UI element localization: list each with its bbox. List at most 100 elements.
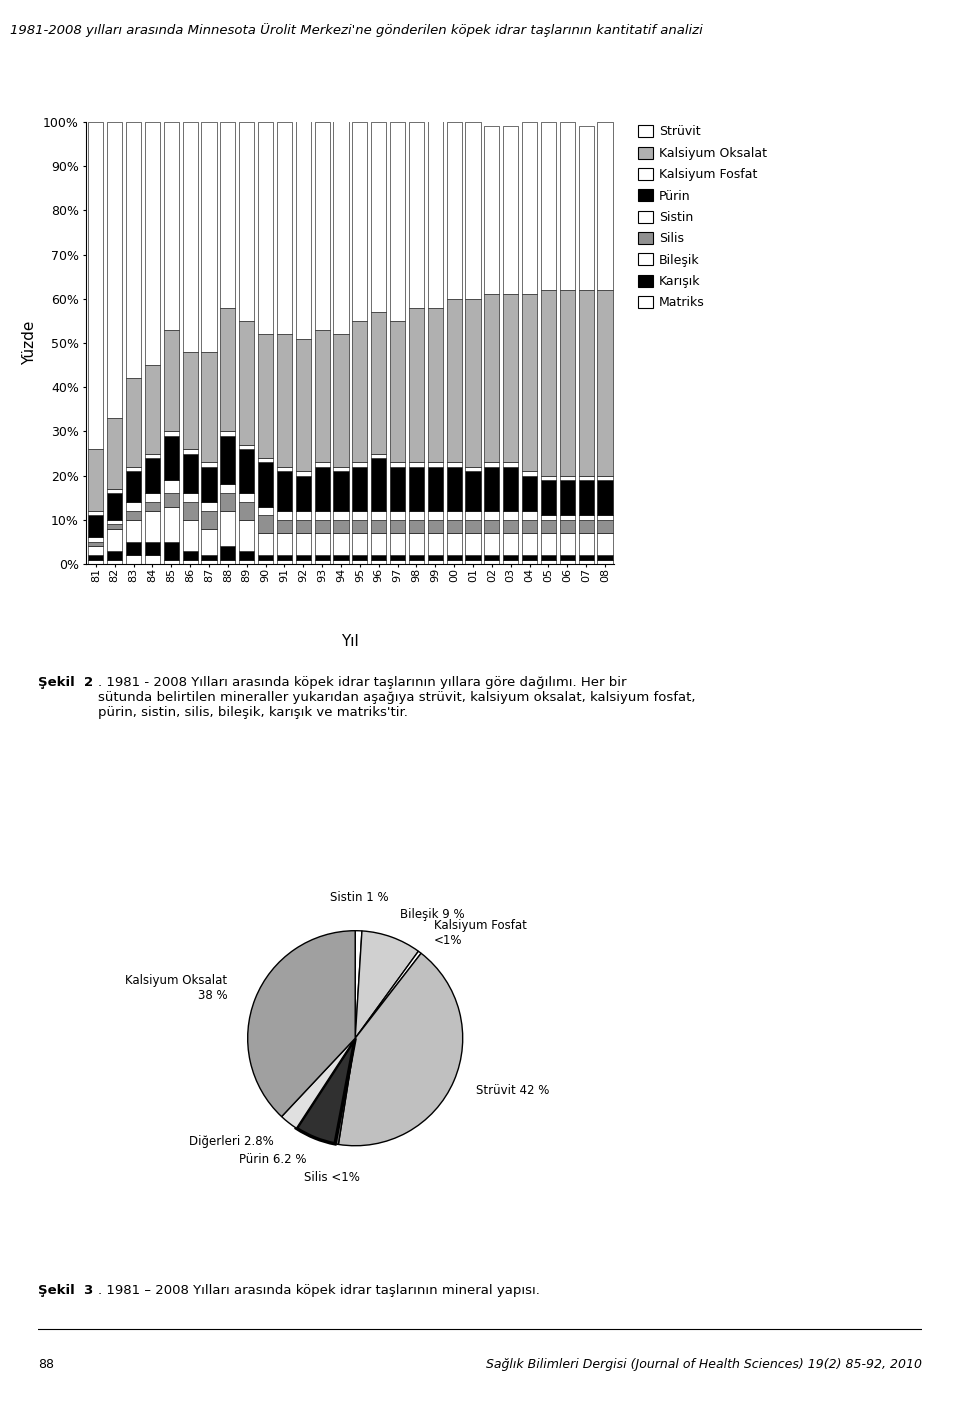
Text: Strüvit 42 %: Strüvit 42 % (475, 1083, 549, 1097)
Bar (579, 480, 593, 515)
Bar (126, 519, 141, 542)
Bar (202, 352, 217, 463)
Bar (446, 511, 462, 519)
Bar (390, 511, 405, 519)
Bar (126, 471, 141, 502)
Bar (409, 467, 424, 511)
Bar (220, 560, 235, 564)
Bar (428, 463, 443, 467)
Bar (182, 352, 198, 449)
Bar (597, 290, 612, 476)
Bar (390, 321, 405, 463)
Bar (503, 126, 518, 295)
Bar (352, 122, 368, 321)
Bar (145, 542, 160, 556)
Bar (296, 556, 311, 560)
Wedge shape (355, 951, 421, 1038)
Bar (276, 560, 292, 564)
Bar (182, 502, 198, 519)
Bar (540, 290, 556, 476)
Bar (333, 560, 348, 564)
Bar (428, 307, 443, 463)
Bar (202, 560, 217, 564)
Bar (579, 476, 593, 480)
Bar (540, 519, 556, 533)
Bar (88, 511, 104, 515)
Bar (182, 560, 198, 564)
Bar (466, 519, 481, 533)
Bar (522, 533, 537, 556)
Bar (258, 533, 273, 556)
Bar (466, 560, 481, 564)
Bar (390, 533, 405, 556)
Bar (315, 467, 329, 511)
Bar (352, 321, 368, 463)
Bar (88, 556, 104, 560)
Bar (164, 542, 179, 560)
Bar (145, 122, 160, 365)
Bar (522, 295, 537, 471)
Bar (372, 453, 386, 457)
Bar (220, 546, 235, 560)
Bar (540, 122, 556, 290)
Bar (239, 445, 254, 449)
Bar (560, 560, 575, 564)
Bar (315, 463, 329, 467)
Bar (258, 556, 273, 560)
Bar (145, 511, 160, 542)
Bar (164, 436, 179, 480)
Bar (108, 529, 122, 551)
Bar (333, 471, 348, 511)
Bar (276, 533, 292, 556)
Bar (315, 556, 329, 560)
Bar (540, 476, 556, 480)
Bar (503, 560, 518, 564)
Bar (409, 307, 424, 463)
Bar (522, 560, 537, 564)
Bar (202, 467, 217, 502)
Bar (579, 290, 593, 476)
Bar (522, 476, 537, 511)
Bar (88, 449, 104, 511)
Bar (540, 533, 556, 556)
Text: Yıl: Yıl (342, 634, 359, 648)
Bar (466, 467, 481, 471)
Bar (182, 551, 198, 560)
Bar (579, 560, 593, 564)
Bar (315, 533, 329, 556)
Bar (258, 515, 273, 533)
Bar (202, 502, 217, 511)
Bar (560, 533, 575, 556)
Bar (333, 511, 348, 519)
Bar (560, 122, 575, 290)
Bar (296, 471, 311, 476)
Bar (446, 556, 462, 560)
Bar (202, 529, 217, 556)
Bar (276, 334, 292, 467)
Bar (258, 122, 273, 334)
Bar (88, 560, 104, 564)
Bar (597, 476, 612, 480)
Bar (108, 525, 122, 529)
Wedge shape (281, 1038, 355, 1128)
Bar (239, 494, 254, 502)
Text: . 1981 - 2008 Yılları arasında köpek idrar taşlarının yıllara göre dağılımı. Her: . 1981 - 2008 Yılları arasında köpek idr… (99, 676, 696, 720)
Bar (276, 467, 292, 471)
Bar (522, 519, 537, 533)
Bar (108, 122, 122, 418)
Bar (484, 295, 499, 463)
Text: Kalsiyum Oksalat
38 %: Kalsiyum Oksalat 38 % (125, 974, 228, 1002)
Bar (164, 494, 179, 506)
Bar (409, 556, 424, 560)
Bar (239, 502, 254, 519)
Bar (258, 560, 273, 564)
Bar (108, 418, 122, 488)
Bar (560, 556, 575, 560)
Bar (446, 519, 462, 533)
Bar (428, 511, 443, 519)
Bar (466, 471, 481, 511)
Bar (352, 560, 368, 564)
Bar (239, 449, 254, 494)
Bar (108, 560, 122, 564)
Bar (540, 556, 556, 560)
